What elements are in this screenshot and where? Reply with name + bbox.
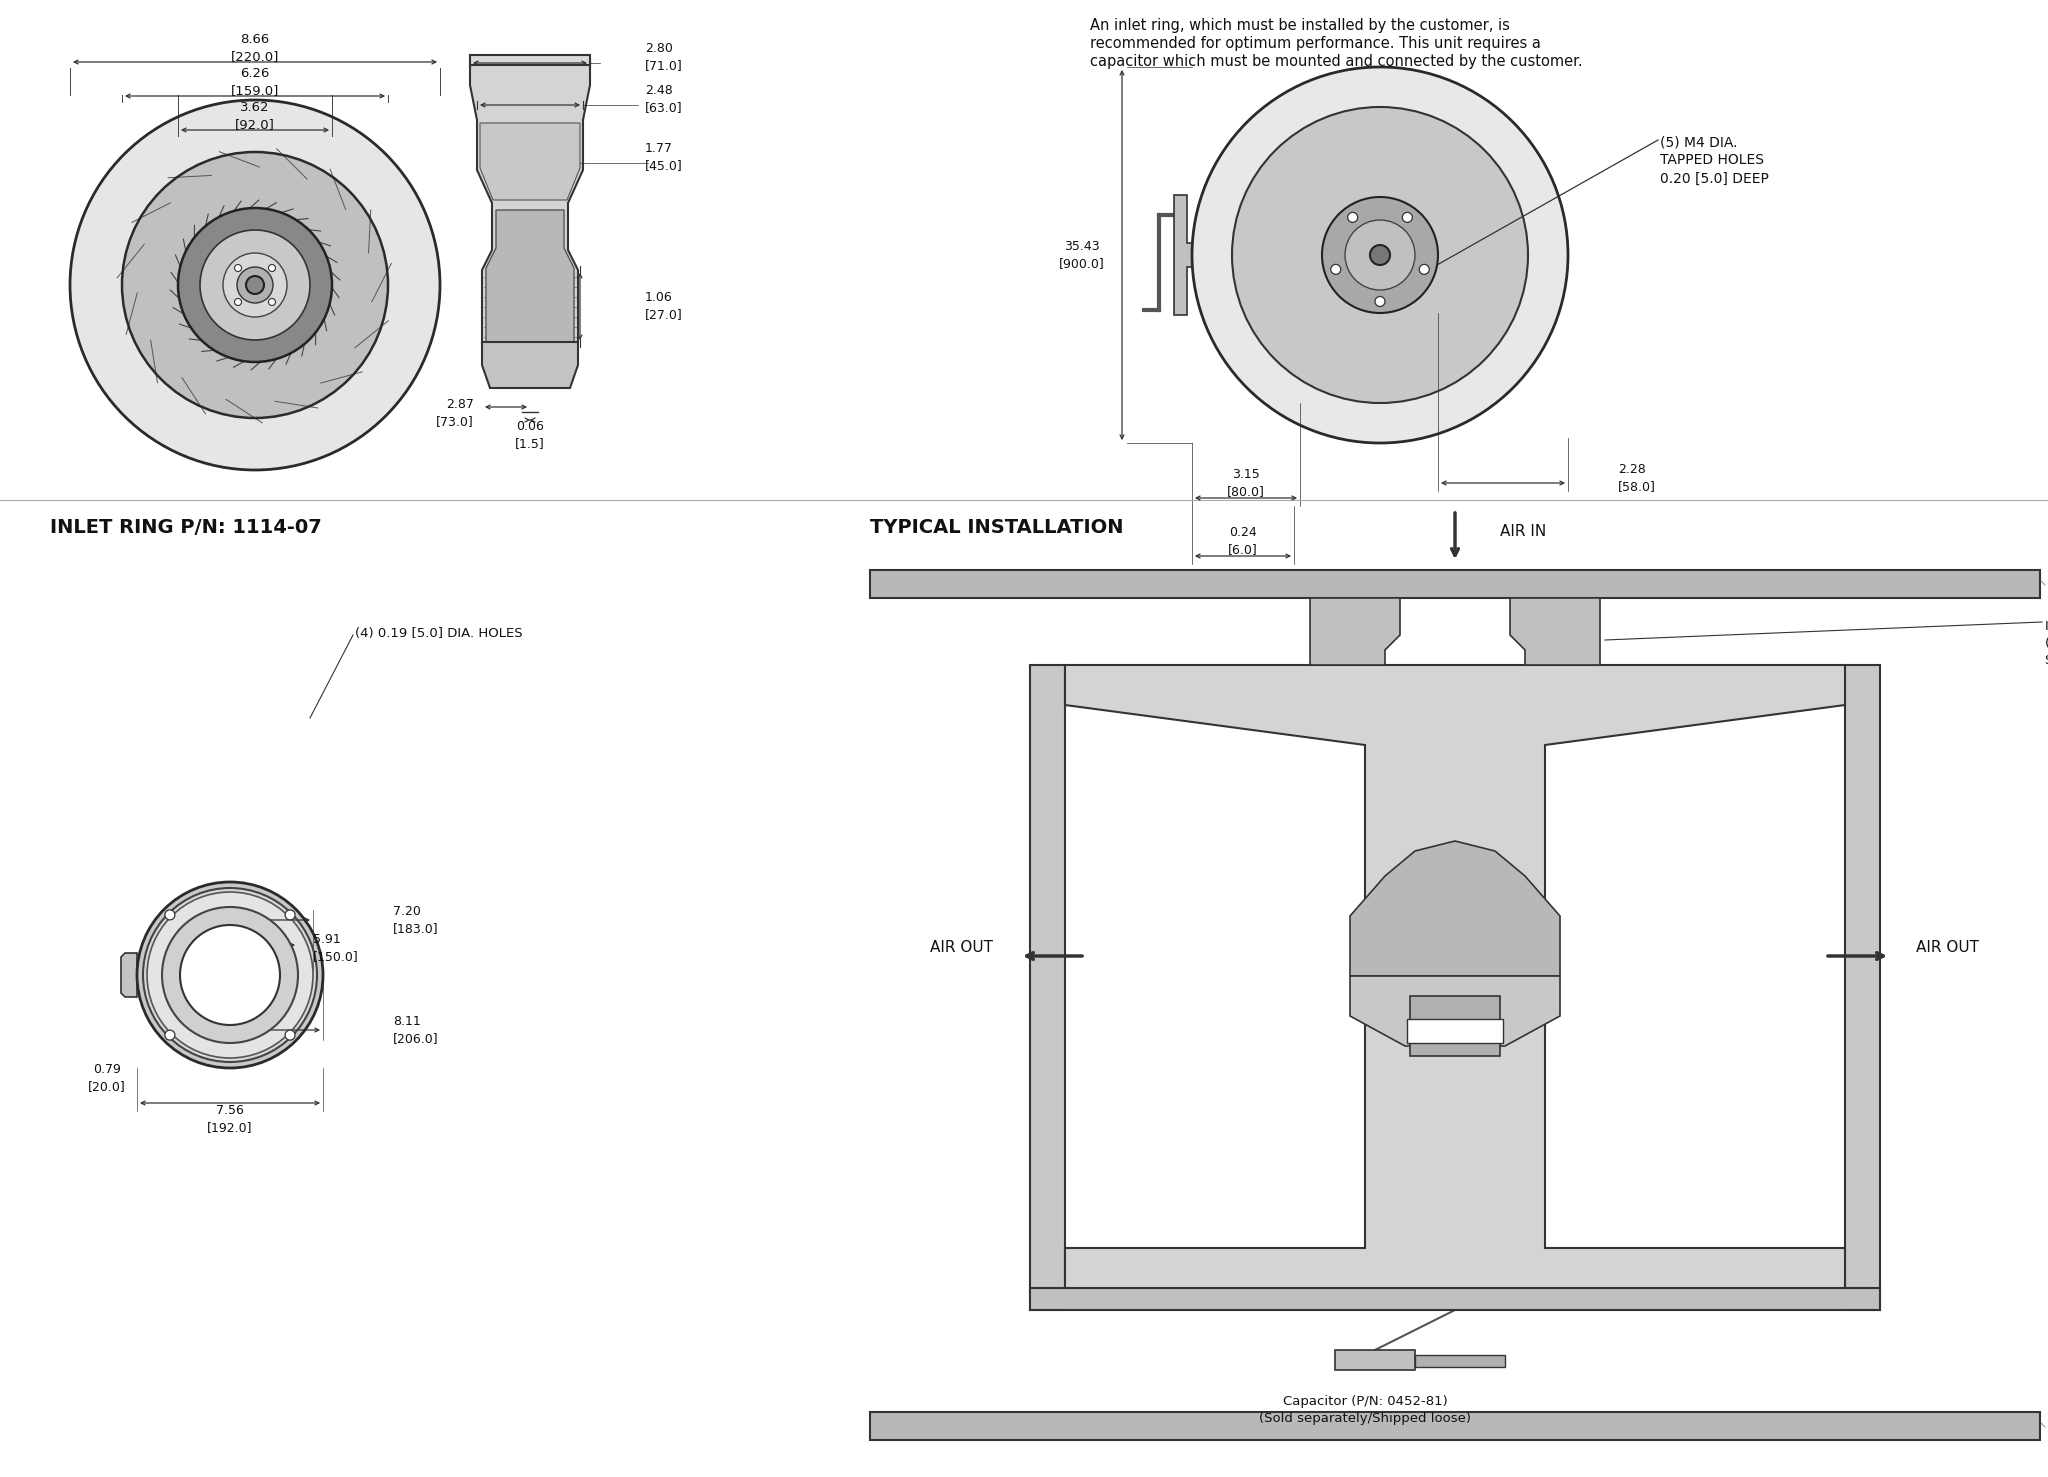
Polygon shape	[121, 953, 137, 997]
Bar	[870, 570, 2040, 1440]
Bar	[1415, 1354, 1505, 1368]
Text: Capacitor (P/N: 0452-81)
(Sold separately/Shipped loose): Capacitor (P/N: 0452-81) (Sold separatel…	[1260, 1394, 1470, 1425]
Text: AIR IN: AIR IN	[1499, 524, 1546, 539]
Circle shape	[1403, 213, 1413, 223]
Circle shape	[246, 276, 264, 294]
Circle shape	[285, 1029, 295, 1040]
Circle shape	[162, 907, 299, 1043]
Circle shape	[268, 298, 276, 306]
Text: 0.24
[6.0]: 0.24 [6.0]	[1229, 526, 1257, 555]
Text: capacitor which must be mounted and connected by the customer.: capacitor which must be mounted and conn…	[1090, 55, 1583, 69]
Circle shape	[238, 267, 272, 303]
Polygon shape	[481, 343, 578, 388]
Text: 3.15
[80.0]: 3.15 [80.0]	[1227, 468, 1266, 498]
Text: An inlet ring, which must be installed by the customer, is: An inlet ring, which must be installed b…	[1090, 18, 1509, 32]
Circle shape	[1346, 220, 1415, 289]
Text: recommended for optimum performance. This unit requires a: recommended for optimum performance. Thi…	[1090, 35, 1540, 52]
Bar	[1030, 1288, 1880, 1310]
Circle shape	[1192, 66, 1569, 443]
Text: 7.20
[183.0]: 7.20 [183.0]	[393, 905, 438, 935]
Bar	[1407, 1019, 1503, 1043]
Circle shape	[137, 882, 324, 1068]
Text: Inlet Ring (P/N: 1114-07)
(Sold separately/
Shipped loose): Inlet Ring (P/N: 1114-07) (Sold separate…	[2046, 620, 2048, 668]
Circle shape	[166, 910, 174, 920]
Polygon shape	[1509, 598, 1599, 665]
Circle shape	[178, 208, 332, 362]
Polygon shape	[485, 210, 573, 385]
Text: 8.66
[220.0]: 8.66 [220.0]	[231, 32, 279, 64]
Text: AIR OUT: AIR OUT	[930, 941, 993, 956]
Circle shape	[236, 298, 242, 306]
Circle shape	[1419, 264, 1430, 275]
Text: 2.28
[58.0]: 2.28 [58.0]	[1618, 462, 1657, 493]
Text: (4) 0.19 [5.0] DIA. HOLES: (4) 0.19 [5.0] DIA. HOLES	[354, 626, 522, 640]
Circle shape	[143, 888, 317, 1062]
Text: AIR OUT: AIR OUT	[1917, 941, 1980, 956]
Text: 3.62
[92.0]: 3.62 [92.0]	[236, 100, 274, 131]
Polygon shape	[1311, 598, 1401, 665]
Text: 1.77
[45.0]: 1.77 [45.0]	[645, 142, 682, 171]
Circle shape	[1370, 245, 1391, 264]
Bar	[870, 570, 2040, 598]
Bar	[870, 1412, 2040, 1440]
Text: (5) M4 DIA.
TAPPED HOLES
0.20 [5.0] DEEP: (5) M4 DIA. TAPPED HOLES 0.20 [5.0] DEEP	[1661, 134, 1769, 186]
Polygon shape	[1350, 976, 1561, 1046]
Circle shape	[1233, 106, 1528, 403]
Circle shape	[166, 1029, 174, 1040]
Text: 6.26
[159.0]: 6.26 [159.0]	[231, 66, 279, 97]
Text: 0.06
[1.5]: 0.06 [1.5]	[516, 419, 545, 450]
Polygon shape	[479, 123, 580, 199]
Circle shape	[70, 100, 440, 470]
Polygon shape	[469, 64, 590, 387]
Polygon shape	[469, 55, 590, 65]
Bar	[1409, 995, 1499, 1056]
Text: 5.91
[150.0]: 5.91 [150.0]	[313, 933, 358, 963]
Text: INLET RING P/N: 1114-07: INLET RING P/N: 1114-07	[49, 518, 322, 538]
Circle shape	[268, 264, 276, 272]
Text: 7.56
[192.0]: 7.56 [192.0]	[207, 1103, 252, 1134]
Circle shape	[1348, 213, 1358, 223]
Circle shape	[1374, 297, 1384, 307]
Circle shape	[1331, 264, 1341, 275]
Text: 1.06
[27.0]: 1.06 [27.0]	[645, 291, 682, 321]
Polygon shape	[1065, 665, 1845, 1288]
Polygon shape	[1174, 195, 1192, 315]
Circle shape	[1323, 196, 1438, 313]
Text: 2.48
[63.0]: 2.48 [63.0]	[645, 84, 682, 114]
Polygon shape	[1350, 840, 1561, 976]
Circle shape	[123, 152, 387, 418]
Text: TYPICAL INSTALLATION: TYPICAL INSTALLATION	[870, 518, 1124, 538]
Text: Blower: Blower	[1430, 1024, 1481, 1038]
Text: 2.87
[73.0]: 2.87 [73.0]	[436, 397, 473, 428]
Bar	[1845, 665, 1880, 1310]
Text: 0.79
[20.0]: 0.79 [20.0]	[88, 1063, 125, 1093]
Circle shape	[201, 230, 309, 340]
Text: 8.11
[206.0]: 8.11 [206.0]	[393, 1015, 438, 1046]
Text: 2.80
[71.0]: 2.80 [71.0]	[645, 41, 682, 72]
Circle shape	[147, 892, 313, 1058]
Bar	[1335, 1350, 1415, 1371]
Bar	[1030, 665, 1065, 1310]
Circle shape	[236, 264, 242, 272]
Circle shape	[180, 925, 281, 1025]
Circle shape	[285, 910, 295, 920]
Text: 35.43
[900.0]: 35.43 [900.0]	[1059, 239, 1104, 270]
Circle shape	[223, 253, 287, 318]
